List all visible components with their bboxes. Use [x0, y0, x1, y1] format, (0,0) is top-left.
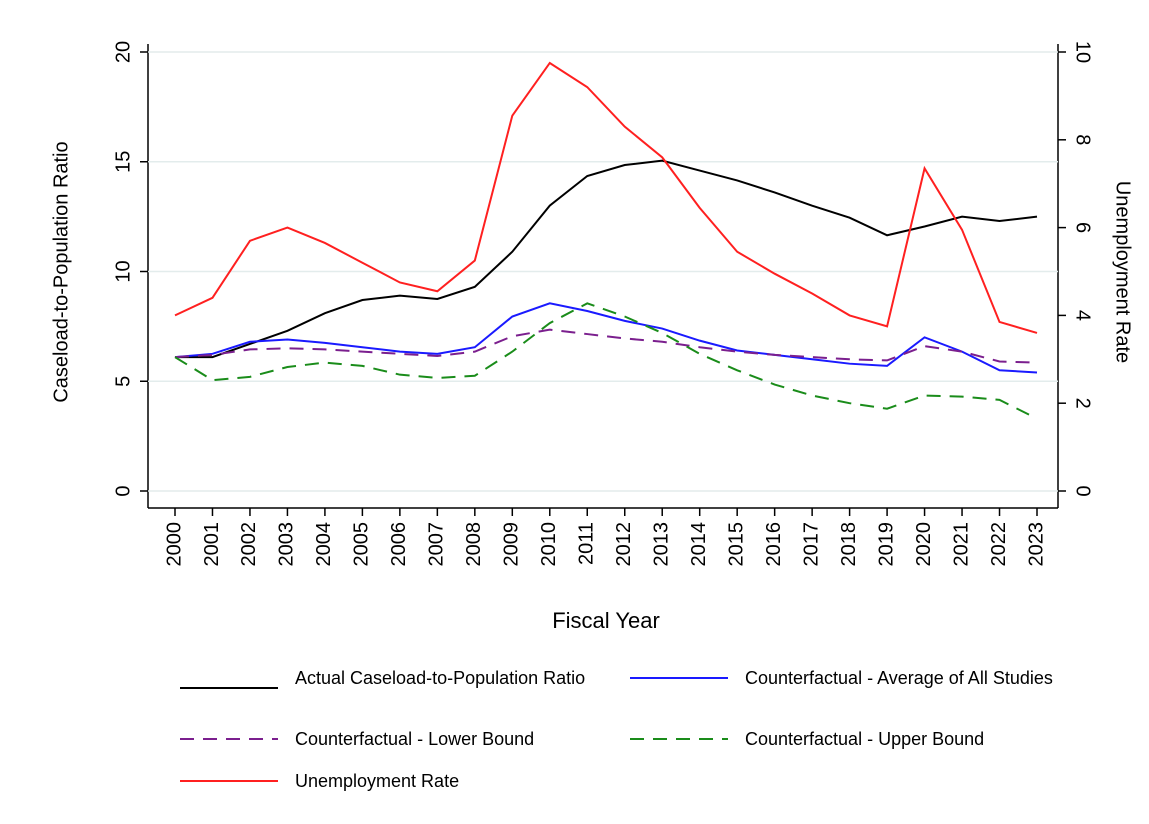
x-tick-label: 2021 [950, 522, 972, 567]
x-tick-label: 2020 [913, 522, 935, 567]
x-tick-label: 2012 [613, 522, 635, 567]
x-tick-label: 2018 [838, 522, 860, 567]
x-tick-label: 2007 [426, 522, 448, 567]
y-tick-label: 20 [112, 41, 134, 63]
series-line [174, 302, 1038, 420]
x-tick-label: 2000 [163, 522, 185, 567]
y-axis-title: Caseload-to-Population Ratio [50, 141, 72, 402]
y2-tick-label: 8 [1072, 134, 1094, 145]
x-tick-label: 2014 [688, 522, 710, 567]
x-tick-label: 2017 [800, 522, 822, 567]
x-tick-label: 2001 [201, 522, 223, 567]
y2-tick-label: 4 [1072, 310, 1094, 321]
x-tick-label: 2013 [650, 522, 672, 567]
y-tick-label: 0 [112, 485, 134, 496]
x-tick-label: 2022 [988, 522, 1010, 567]
y-tick-label: 10 [112, 260, 134, 282]
series-line [174, 328, 1038, 364]
x-tick-label: 2002 [238, 522, 260, 567]
x-tick-label: 2009 [501, 522, 523, 567]
legend-label: Actual Caseload-to-Population Ratio [295, 668, 586, 688]
y2-tick-label: 10 [1072, 41, 1094, 63]
x-tick-label: 2016 [763, 522, 785, 567]
x-tick-label: 2006 [388, 522, 410, 567]
series-line [175, 159, 1038, 359]
series-line [174, 61, 1038, 334]
legend-label: Counterfactual - Lower Bound [295, 729, 535, 749]
series-line [174, 302, 1038, 374]
y-tick-label: 5 [112, 376, 134, 387]
legend-label: Counterfactual - Average of All Studies [745, 668, 1053, 688]
x-tick-label: 2005 [351, 522, 373, 567]
x-axis-title: Fiscal Year [552, 608, 660, 633]
y2-tick-label: 6 [1072, 222, 1094, 233]
y2-tick-label: 2 [1072, 398, 1094, 409]
legend-label: Unemployment Rate [295, 771, 460, 791]
y2-tick-label: 0 [1072, 485, 1094, 496]
y-tick-label: 15 [112, 151, 134, 173]
x-tick-label: 2003 [276, 522, 298, 567]
x-tick-label: 2008 [463, 522, 485, 567]
x-tick-label: 2015 [725, 522, 747, 567]
x-tick-label: 2010 [538, 522, 560, 567]
x-tick-label: 2019 [875, 522, 897, 567]
y2-axis-title: Unemployment Rate [1112, 181, 1134, 363]
legend-label: Counterfactual - Upper Bound [745, 729, 985, 749]
x-tick-label: 2011 [576, 522, 598, 565]
x-tick-label: 2004 [313, 522, 335, 567]
x-tick-label: 2023 [1025, 522, 1047, 567]
